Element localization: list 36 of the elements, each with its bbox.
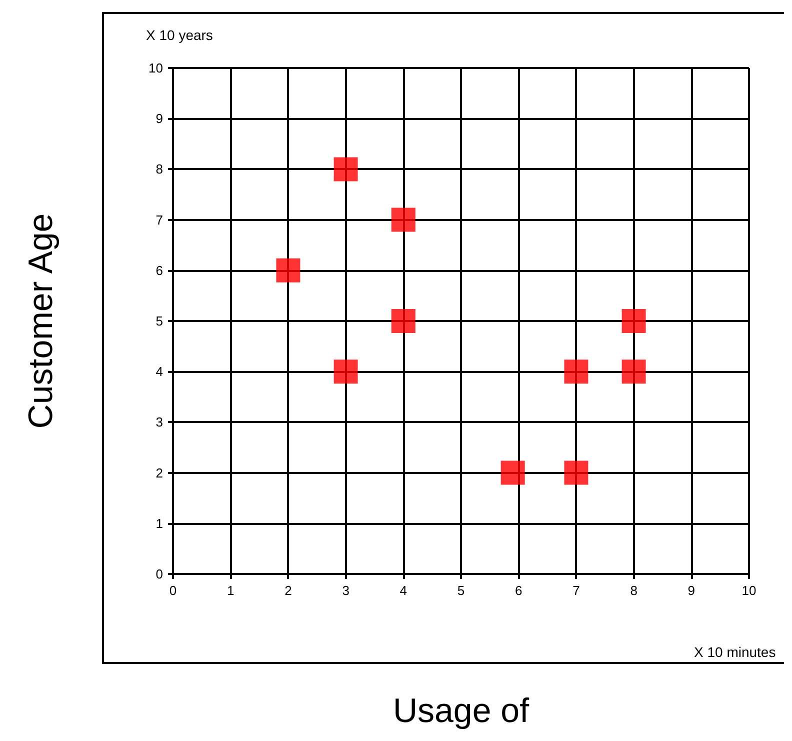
point (622, 309, 646, 333)
x-tick-label: 8 (630, 583, 638, 598)
point (391, 208, 416, 232)
y-tick-label: 3 (156, 414, 163, 430)
y-tick-label: 5 (156, 314, 163, 328)
x-tick-label: 3 (342, 583, 350, 598)
x-tick-label: 7 (572, 583, 580, 598)
y-axis-title: Customer Age (22, 213, 60, 429)
point (564, 460, 588, 485)
x-tick-label: 10 (742, 583, 756, 598)
y-tick-label: 1 (156, 516, 163, 531)
text: X 10 years (146, 27, 213, 43)
x-tick-label: 6 (514, 583, 522, 598)
y-tick-label: 10 (148, 60, 163, 76)
x-tick-label: 4 (400, 583, 408, 598)
x-tick-label: 2 (284, 583, 292, 598)
x-tick-label: 1 (226, 583, 234, 598)
x-axis-title: Usage of (392, 692, 530, 730)
x-tick-label: 0 (169, 583, 177, 598)
point (622, 360, 646, 384)
point (334, 360, 358, 384)
point (276, 258, 300, 282)
y-tick-label: 8 (156, 162, 163, 177)
y-tick-label: 4 (156, 364, 163, 380)
text: X 10 minutes (694, 644, 776, 660)
y-tick-label: 6 (156, 262, 163, 278)
x-tick-label: 5 (457, 583, 465, 598)
y-tick-label: 2 (156, 465, 163, 480)
y-tick-label: 9 (156, 111, 163, 126)
y-tick-label: 0 (156, 566, 163, 582)
point (334, 157, 358, 182)
point (564, 360, 588, 384)
x-tick-label: 9 (688, 583, 696, 598)
point (500, 460, 525, 485)
y-tick-label: 7 (156, 212, 163, 228)
point (391, 309, 416, 333)
